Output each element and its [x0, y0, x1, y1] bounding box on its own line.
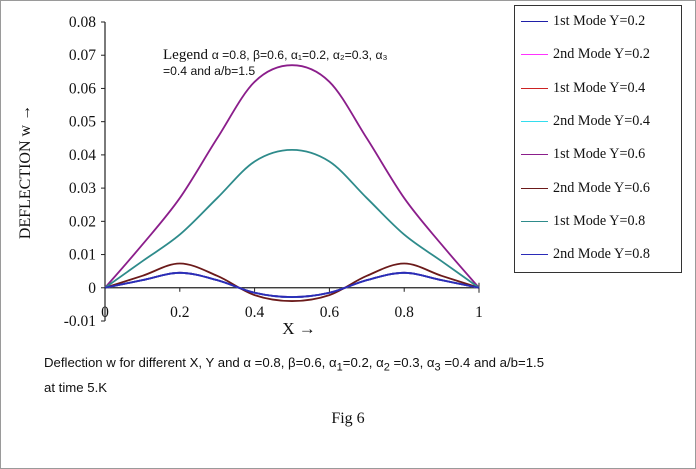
series-line-7 [104, 149, 480, 289]
y-tick-label: -0.01 [64, 313, 96, 330]
caption-sub-2: 2 [383, 361, 390, 374]
legend-item: 1st Mode Y=0.8 [515, 212, 681, 232]
caption-text-c: =0.3, α [389, 355, 435, 370]
legend-swatch [521, 187, 548, 189]
legend-label: 1st Mode Y=0.6 [553, 146, 646, 163]
caption-text-d: =0.4 and a/b=1.5 [440, 355, 545, 370]
legend-swatch [521, 21, 548, 22]
legend-swatch [521, 220, 548, 222]
chart-series [104, 64, 480, 302]
legend-label: 2nd Mode Y=0.4 [553, 112, 650, 129]
chart-annotation: Legend α =0.8, β=0.6, α₁=0.2, α₂=0.3, α₃… [163, 47, 433, 78]
series-line-8 [104, 271, 480, 298]
y-tick-label: 0 [88, 280, 96, 297]
series-line-6 [104, 262, 480, 302]
caption-line-1: Deflection w for different X, Y and α =0… [44, 353, 664, 378]
legend-label: 2nd Mode Y=0.2 [553, 46, 650, 63]
y-tick-label: 0.03 [69, 180, 96, 197]
figure-number: Fig 6 [331, 410, 365, 427]
caption-sub-3: 3 [434, 361, 441, 374]
y-tick-label: 0.01 [69, 247, 96, 264]
x-tick-label: 0.8 [395, 304, 415, 321]
legend-swatch [521, 87, 548, 89]
legend-label: 1st Mode Y=0.2 [553, 13, 646, 29]
legend-swatch [521, 154, 548, 156]
chart-legend: 1st Mode Y=0.2 2nd Mode Y=0.2 1st Mode Y=0… [514, 5, 682, 273]
legend-item: 2nd Mode Y=0.4 [515, 112, 681, 132]
x-tick-label: 1 [475, 304, 483, 321]
caption-text-a: Deflection w for different X, Y and α =0… [44, 355, 337, 370]
y-tick-label: 0.08 [69, 14, 96, 31]
caption-line-2: at time 5.K [44, 379, 108, 395]
annotation-line1: α =0.8, β=0.6, α₁=0.2, α₂=0.3, α₃ [211, 48, 388, 62]
chart-ticks: -0.01 0 0.01 0.02 0.03 0.04 0.05 0.06 0.07 0.08 0 0… [64, 14, 483, 330]
y-axis-label: DEFLECTION w → [17, 105, 34, 239]
x-axis-label: X → [282, 319, 316, 338]
legend-item: 2nd Mode Y=0.2 [515, 45, 681, 65]
x-tick-label: 0.2 [170, 304, 189, 321]
legend-item: 2nd Mode Y=0.6 [515, 179, 681, 199]
annotation-line2: =0.4 and a/b=1.5 [163, 64, 256, 78]
legend-label: 1st Mode Y=0.4 [553, 79, 646, 96]
legend-label: 2nd Mode Y=0.6 [553, 179, 650, 196]
y-tick-label: 0.05 [69, 114, 96, 131]
y-tick-label: 0.02 [69, 213, 96, 230]
x-tick-label: 0.6 [320, 304, 340, 321]
x-tick-label: 0 [101, 304, 109, 321]
legend-swatch [521, 120, 548, 122]
series-line-5 [104, 64, 480, 289]
caption-text-b: =0.2, α [342, 355, 384, 370]
caption-sub-1: 1 [336, 361, 343, 374]
legend-item: 2nd Mode Y=0.8 [515, 245, 681, 265]
y-tick-label: 0.06 [69, 80, 96, 97]
legend-label: 2nd Mode Y=0.8 [553, 246, 650, 263]
legend-item: 1st Mode Y=0.4 [515, 79, 681, 99]
legend-item: 1st Mode Y=0.6 [515, 145, 681, 165]
legend-item: 1st Mode Y=0.2 [515, 12, 681, 32]
figure-caption: Deflection w for different X, Y and α =0… [44, 353, 664, 397]
y-tick-label: 0.07 [69, 47, 96, 64]
legend-swatch [521, 54, 548, 56]
x-tick-label: 0.4 [245, 304, 265, 321]
legend-swatch [521, 254, 548, 256]
legend-label: 1st Mode Y=0.8 [553, 212, 646, 229]
y-tick-label: 0.04 [69, 147, 96, 164]
annotation-prefix: Legend [163, 47, 212, 63]
